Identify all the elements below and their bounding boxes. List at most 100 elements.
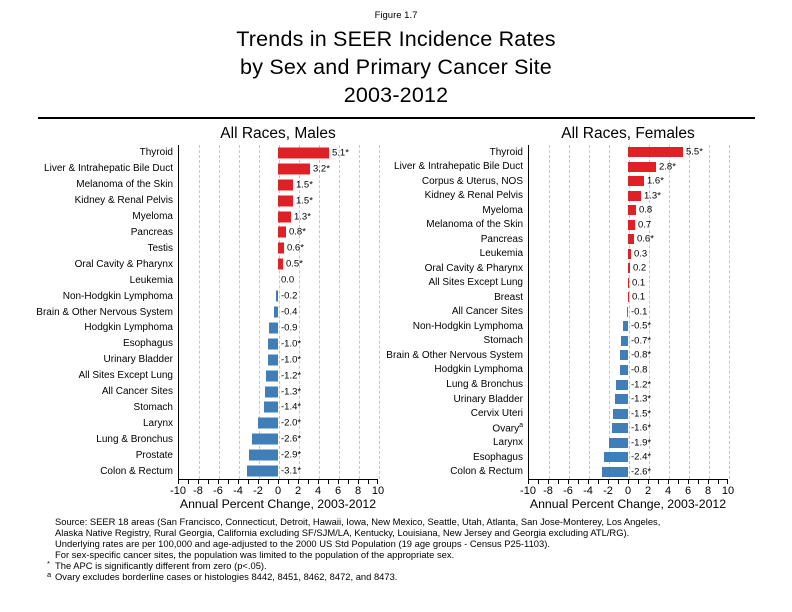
bar-cell: -3.1* [178, 463, 378, 479]
axis-tick [528, 480, 529, 484]
category-label: Lung & Bronchus [446, 379, 523, 390]
axis-tick-label: -10 [170, 485, 186, 497]
bar-cell: -1.3* [528, 392, 728, 407]
axis-tick [568, 480, 569, 484]
chart-females: All Races, Females Thyroid 5.5* Liver & In… [380, 125, 734, 511]
bar-cell: 0.6* [528, 232, 728, 247]
title-line-3: 2003-2012 [343, 83, 449, 107]
axis-tick [258, 480, 259, 484]
value-label: -2.6* [281, 433, 302, 445]
category-label: Ovarya [492, 421, 523, 435]
category-label: All Cancer Sites [451, 306, 523, 318]
bar [628, 205, 636, 216]
bar-cell: 3.2* [178, 161, 378, 177]
bar-row: Corpus & Uterus, NOS 1.6* [380, 174, 728, 189]
bar-cell: -0.2 [178, 288, 378, 304]
value-label: -1.6* [631, 422, 652, 434]
bar [278, 258, 283, 270]
bar-cell: 2.8* [528, 160, 728, 175]
value-label: -1.3* [631, 393, 652, 405]
gridline [649, 145, 650, 479]
axis-tick-label: 10 [371, 485, 385, 497]
value-label: 0.6* [637, 233, 654, 245]
bar [276, 290, 278, 302]
bar-cell: -2.6* [178, 431, 378, 447]
bar-row: Non-Hodgkin Lymphoma -0.5* [380, 319, 728, 334]
bar-cell: 0.1 [528, 276, 728, 291]
chart-males-title: All Races, Males [220, 125, 336, 142]
category-label: Oral Cavity & Pharynx [74, 258, 173, 270]
category-label: Melanoma of the Skin [426, 219, 523, 231]
category-label: Esophagus [472, 451, 523, 463]
bar [602, 466, 628, 477]
bar-row: Liver & Intrahepatic Bile Duct 3.2* [30, 161, 378, 177]
bar-cell: -0.7* [528, 334, 728, 349]
bar [628, 234, 634, 245]
axis-tick [178, 480, 179, 484]
bar [604, 452, 628, 463]
bar [628, 263, 630, 274]
axis-tick-label: 6 [334, 485, 342, 497]
footnote-text: The APC is significantly different from … [55, 559, 267, 571]
bar [269, 322, 278, 334]
category-label: Myeloma [482, 204, 523, 216]
bar [609, 437, 628, 448]
value-label: 0.5* [286, 258, 303, 270]
gridline [219, 145, 220, 479]
bar-row: All Sites Except Lung -1.2* [30, 368, 378, 384]
axis-tick [208, 480, 209, 484]
axis-tick [288, 480, 289, 484]
bar-cell: 0.7 [528, 218, 728, 233]
bar-rows: Thyroid 5.1* Liver & Intrahepatic Bile Duc… [30, 145, 378, 479]
bar-cell: 1.6* [528, 174, 728, 189]
footnote-marker: a [47, 569, 52, 579]
bar [628, 248, 631, 259]
bar-row: All Cancer Sites -0.1 [380, 305, 728, 320]
footer-notes: Source: SEER 18 areas (San Francisco, Co… [47, 516, 759, 582]
bar-row: Liver & Intrahepatic Bile Duct 2.8* [380, 160, 728, 175]
axis-tick-label: -4 [583, 485, 593, 497]
bar [278, 179, 293, 191]
category-label: Hodgkin Lymphoma [434, 364, 523, 376]
axis-tick [228, 480, 229, 484]
gridline-layer [528, 145, 730, 479]
footnote-asterisk: * The APC is significantly different fro… [47, 559, 759, 572]
bar-row: Urinary Bladder -1.0* [30, 352, 378, 368]
value-label: -1.0* [281, 338, 302, 350]
axis-tick-label: -10 [520, 485, 536, 497]
axis-tick-label: 0 [624, 485, 632, 497]
chart-males: All Races, Males Thyroid 5.1* Liver & Intr… [30, 125, 384, 511]
bar-cell: -1.0* [178, 352, 378, 368]
gridline [729, 145, 730, 479]
value-label: 0.6* [287, 242, 304, 254]
axis-tick-label: 4 [314, 485, 322, 497]
bar-cell: -1.2* [178, 368, 378, 384]
bar [252, 433, 278, 445]
axis-tick-label: 0 [274, 485, 282, 497]
category-label: Leukemia [129, 274, 173, 286]
value-label: -0.8* [631, 349, 652, 361]
axis-tick [358, 480, 359, 484]
category-label: Colon & Rectum [450, 466, 523, 478]
gridline [319, 145, 320, 479]
bar [628, 190, 641, 201]
category-label: Lung & Bronchus [96, 433, 173, 445]
axis-tick-label: 10 [721, 485, 735, 497]
value-label: 0.1 [632, 277, 646, 289]
value-label: -1.0* [281, 354, 302, 366]
bar-row: Myeloma 1.3* [30, 209, 378, 225]
chart-females-title: All Races, Females [561, 125, 695, 142]
axis-tick-label: -2 [253, 485, 263, 497]
bar [620, 364, 628, 375]
axis-tick [188, 480, 189, 484]
gridline [549, 145, 550, 479]
value-label: -0.1 [631, 306, 648, 318]
bar-row: Esophagus -1.0* [30, 336, 378, 352]
value-label: -0.5* [631, 320, 652, 332]
value-label: -3.1* [281, 465, 302, 477]
bar [266, 370, 278, 382]
value-label: -0.8 [631, 364, 648, 376]
gridline [609, 145, 610, 479]
bar-row: All Sites Except Lung 0.1 [380, 276, 728, 291]
gridline [279, 145, 280, 479]
